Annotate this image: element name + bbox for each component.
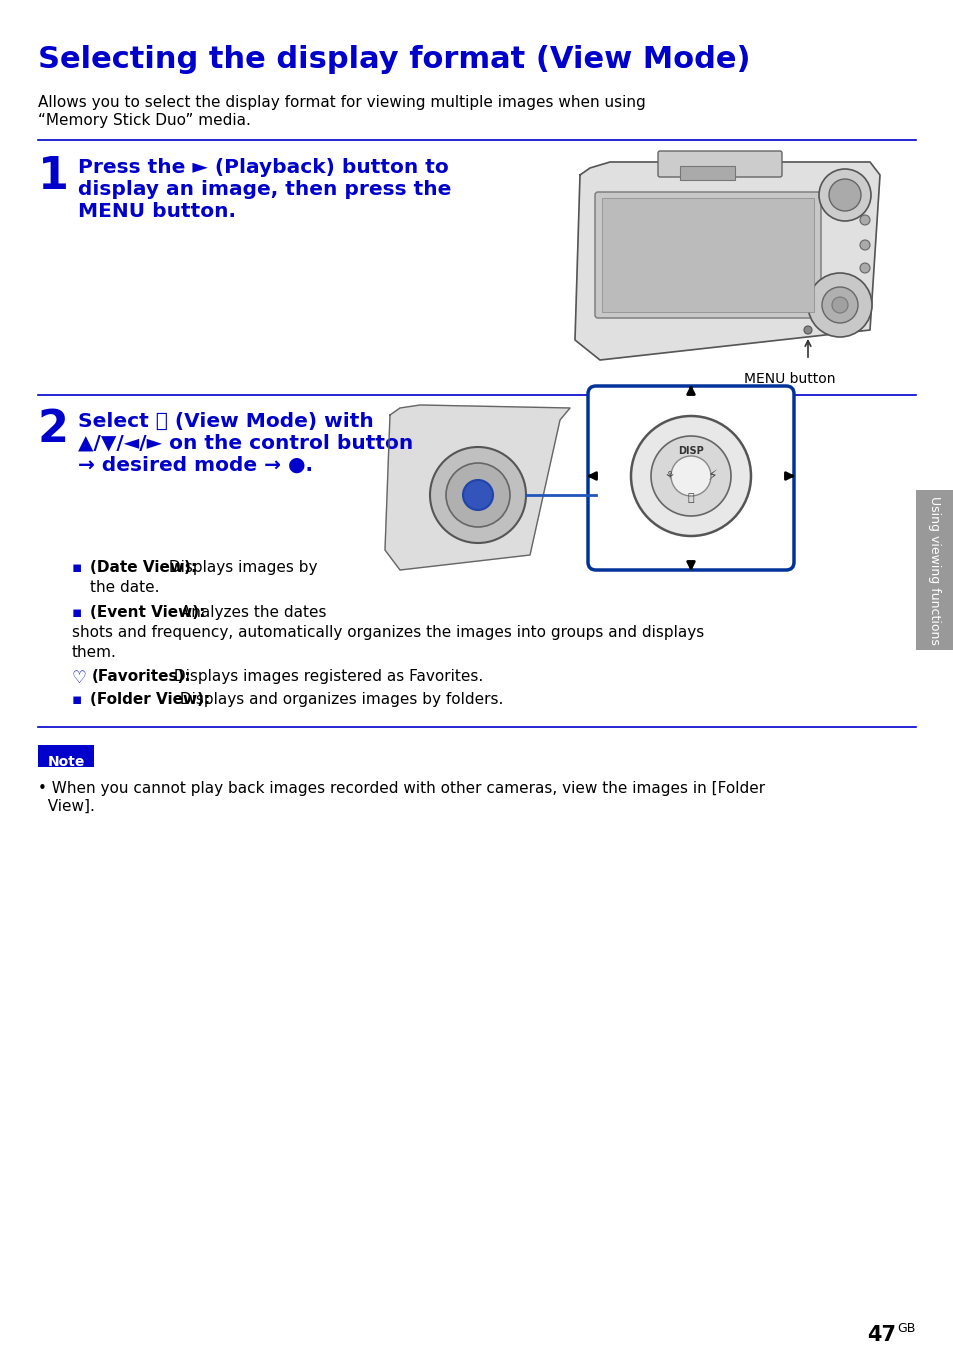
Circle shape (803, 326, 811, 334)
Text: the date.: the date. (90, 579, 159, 594)
Text: ⚘: ⚘ (663, 471, 673, 480)
FancyBboxPatch shape (595, 191, 821, 318)
Bar (679, 166, 734, 180)
Text: ⚡: ⚡ (707, 470, 717, 483)
Text: • When you cannot play back images recorded with other cameras, view the images : • When you cannot play back images recor… (38, 782, 764, 797)
Text: ⏲: ⏲ (687, 493, 694, 503)
Circle shape (818, 170, 870, 221)
Text: Analyzes the dates: Analyzes the dates (175, 605, 326, 620)
Text: shots and frequency, automatically organizes the images into groups and displays: shots and frequency, automatically organ… (71, 626, 703, 641)
Text: Allows you to select the display format for viewing multiple images when using: Allows you to select the display format … (38, 95, 645, 110)
Circle shape (430, 446, 525, 543)
Circle shape (670, 456, 710, 497)
Text: DISP: DISP (678, 446, 703, 456)
Text: GB: GB (896, 1322, 915, 1335)
Text: Note: Note (48, 754, 85, 769)
Circle shape (807, 273, 871, 337)
Text: ▪: ▪ (71, 605, 82, 620)
Circle shape (630, 417, 750, 536)
Text: (Date View):: (Date View): (90, 560, 197, 575)
Circle shape (650, 436, 730, 516)
Text: MENU button.: MENU button. (78, 202, 235, 221)
Text: Selecting the display format (View Mode): Selecting the display format (View Mode) (38, 45, 750, 75)
Text: display an image, then press the: display an image, then press the (78, 180, 451, 199)
Text: View].: View]. (38, 799, 94, 814)
Text: ▲/▼/◄/► on the control button: ▲/▼/◄/► on the control button (78, 434, 413, 453)
Bar (601, 198, 813, 312)
Circle shape (859, 214, 869, 225)
Text: 47: 47 (866, 1324, 895, 1345)
Text: (Event View):: (Event View): (90, 605, 205, 620)
Text: 1: 1 (38, 155, 69, 198)
Text: Select  (View Mode) with: Select  (View Mode) with (78, 413, 374, 432)
Text: Using viewing functions: Using viewing functions (927, 495, 941, 645)
Circle shape (446, 463, 510, 527)
Polygon shape (575, 161, 879, 360)
Text: Displays and organizes images by folders.: Displays and organizes images by folders… (174, 692, 503, 707)
Circle shape (831, 297, 847, 313)
Text: “Memory Stick Duo” media.: “Memory Stick Duo” media. (38, 113, 251, 128)
Text: (Favorites):: (Favorites): (91, 669, 192, 684)
Text: ▪: ▪ (71, 692, 82, 707)
FancyBboxPatch shape (658, 151, 781, 176)
Text: Press the ► (Playback) button to: Press the ► (Playback) button to (78, 157, 448, 176)
Circle shape (859, 240, 869, 250)
Circle shape (828, 179, 861, 210)
Text: Displays images by: Displays images by (164, 560, 317, 575)
Text: 2: 2 (38, 408, 69, 451)
FancyBboxPatch shape (587, 385, 793, 570)
Circle shape (859, 263, 869, 273)
Text: Displays images registered as Favorites.: Displays images registered as Favorites. (169, 669, 483, 684)
Text: MENU button: MENU button (743, 372, 835, 385)
Circle shape (821, 286, 857, 323)
Text: → desired mode → ●.: → desired mode → ●. (78, 456, 313, 475)
Text: ♡: ♡ (71, 669, 87, 687)
FancyBboxPatch shape (38, 745, 94, 767)
Text: (Folder View):: (Folder View): (90, 692, 210, 707)
Bar (915, 490, 953, 650)
Text: ▪: ▪ (71, 560, 82, 575)
Polygon shape (385, 404, 569, 570)
Text: them.: them. (71, 645, 117, 660)
Circle shape (462, 480, 493, 510)
